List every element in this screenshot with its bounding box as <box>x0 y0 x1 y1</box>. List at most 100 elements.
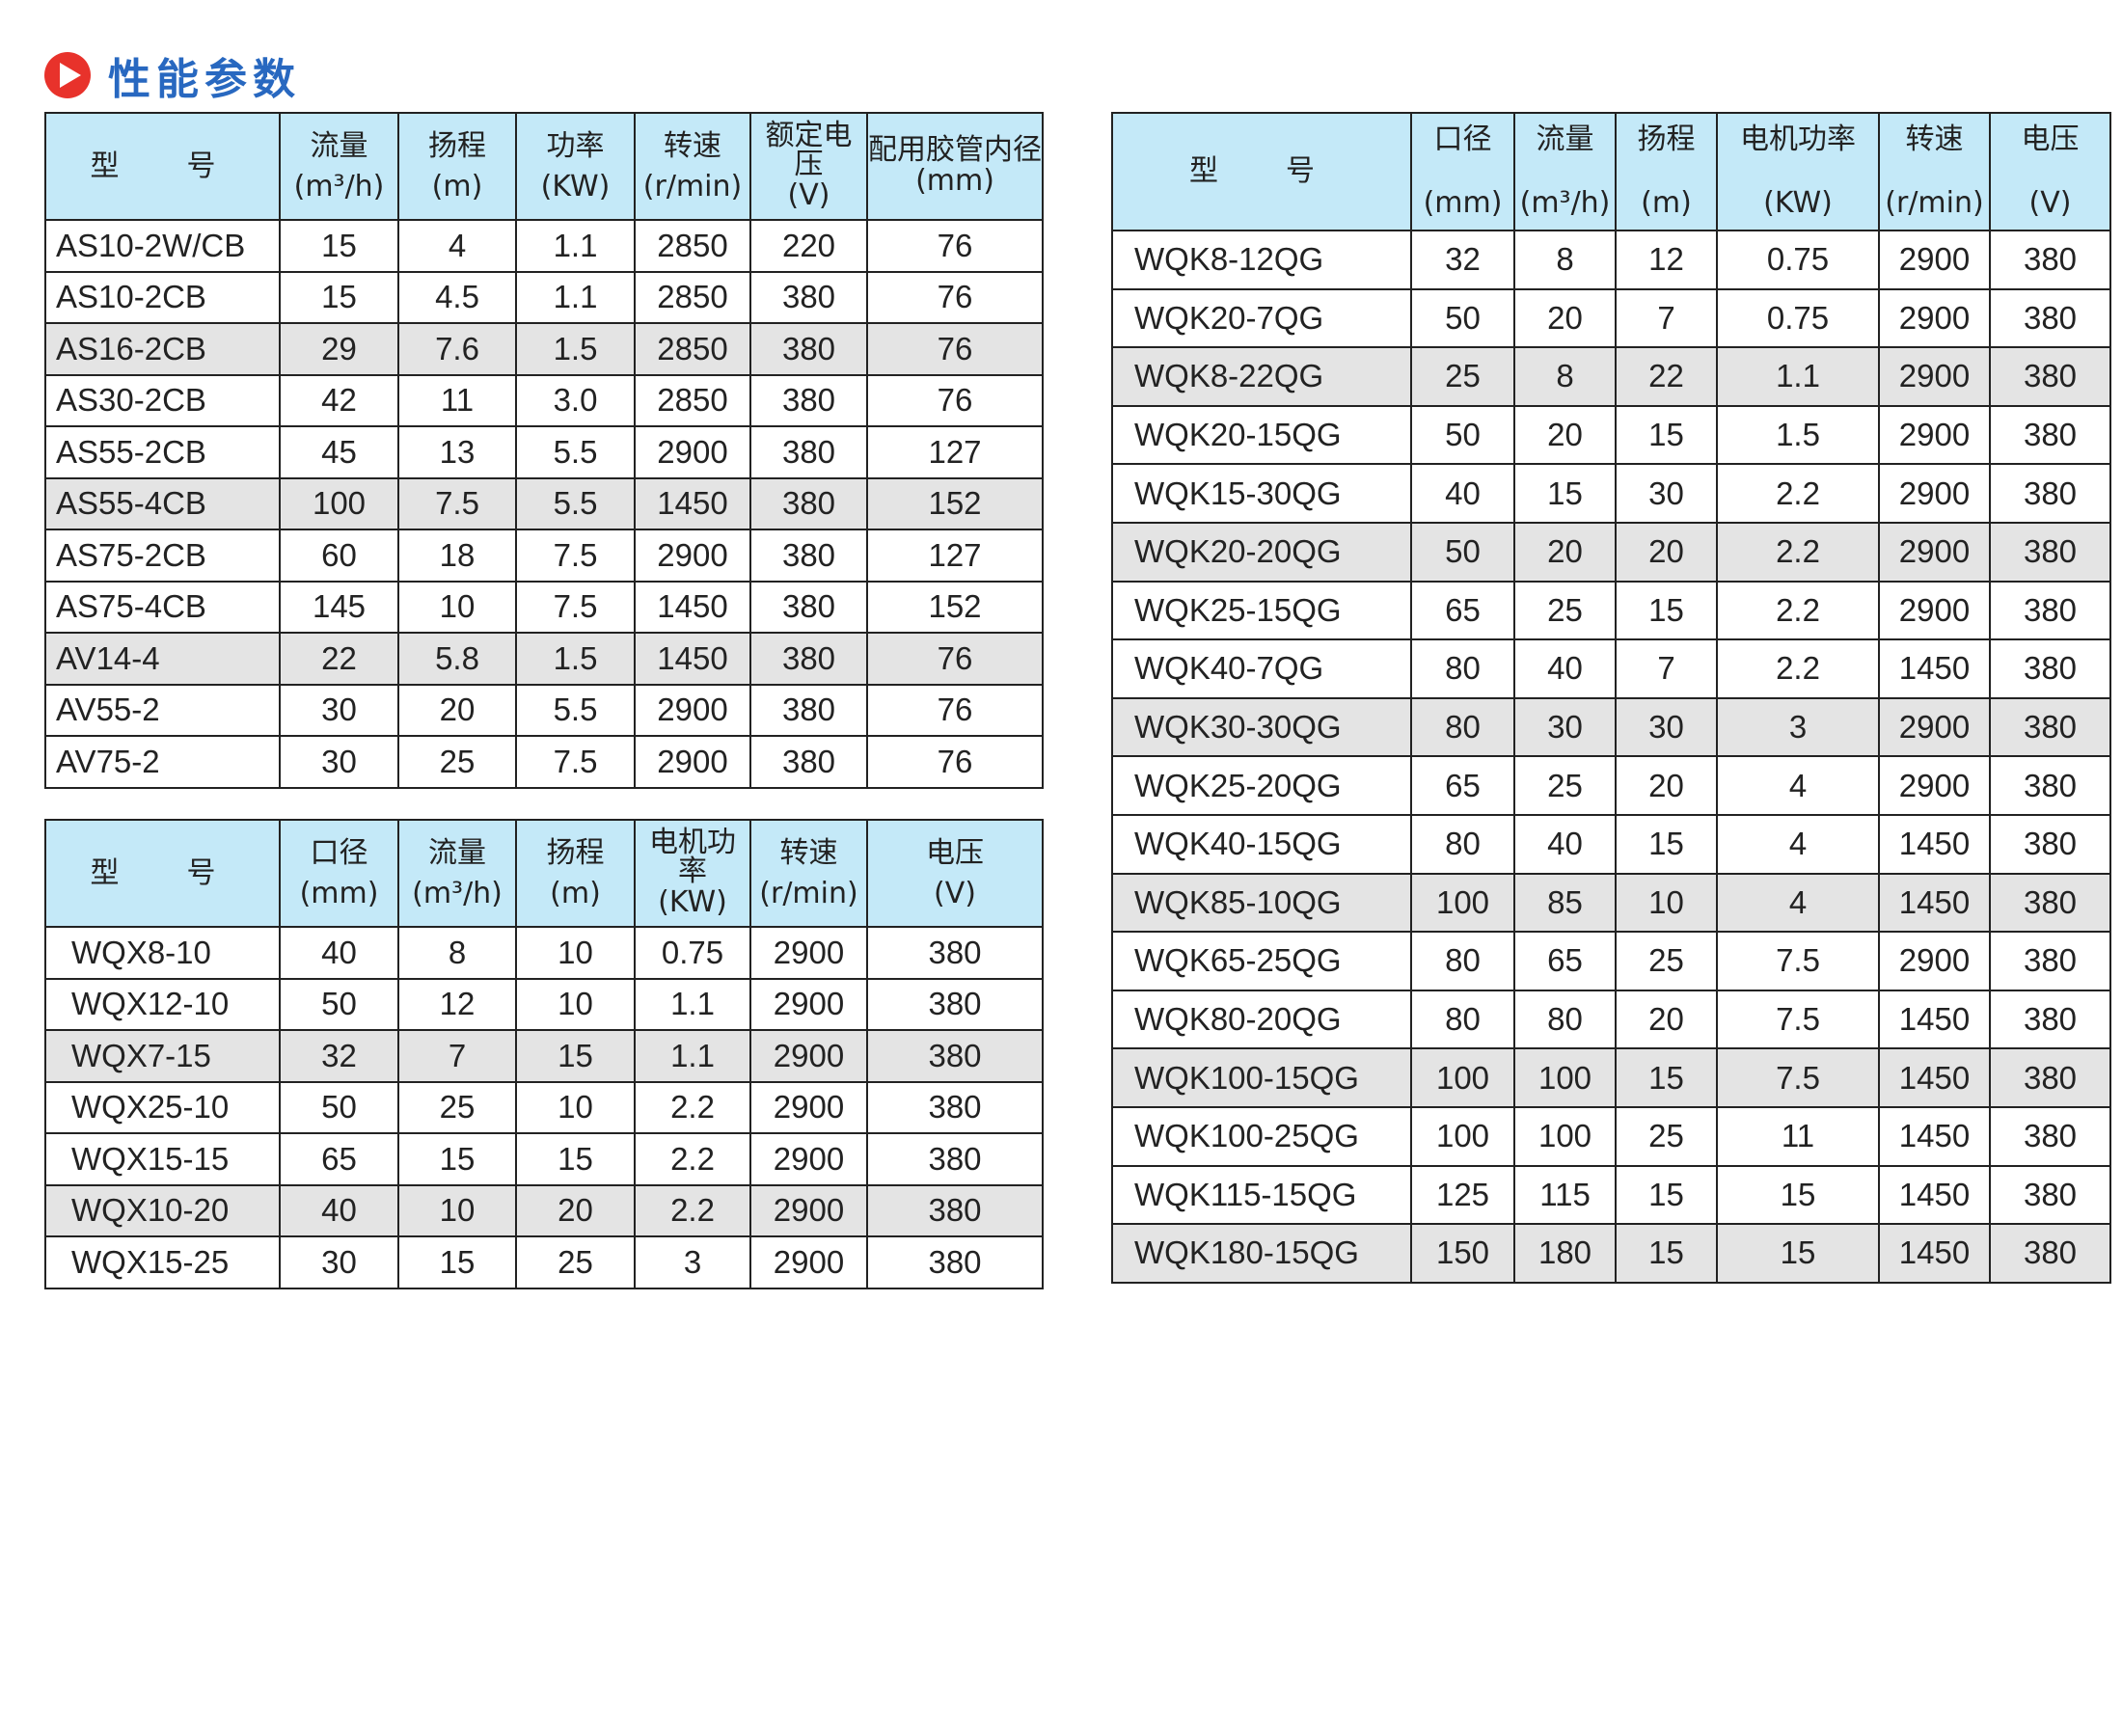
value-cell: 12 <box>397 977 517 1031</box>
value-cell: 380 <box>1989 463 2111 524</box>
play-arrow-icon <box>44 52 91 98</box>
value-cell: 2900 <box>1878 230 1991 290</box>
model-cell: WQK8-22QG <box>1111 346 1412 407</box>
value-cell: 1450 <box>1878 872 1991 934</box>
value-cell: 25 <box>1410 346 1515 407</box>
column-header-label: 电压 <box>2021 122 2080 156</box>
value-cell: 380 <box>749 322 868 376</box>
column-header: 口径 (mm) <box>279 819 399 928</box>
value-cell: 80 <box>1410 813 1515 875</box>
value-cell: 80 <box>1410 638 1515 699</box>
column-header-unit: (m³/h) <box>293 169 385 203</box>
value-cell: 65 <box>1410 755 1515 816</box>
value-cell: 1450 <box>634 580 751 634</box>
value-cell: 2900 <box>634 735 751 789</box>
column-header-unit: (m) <box>1641 186 1692 220</box>
column-header: 扬程 (m) <box>397 112 517 221</box>
value-cell: 15 <box>1615 1223 1718 1284</box>
table-row: AS30-2CB 42 11 3.0 2850 380 76 <box>44 373 1044 427</box>
value-cell: 40 <box>1513 638 1617 699</box>
value-cell: 152 <box>866 476 1044 530</box>
value-cell: 380 <box>1989 1105 2111 1167</box>
value-cell: 30 <box>1513 696 1617 758</box>
column-header: 转速 (r/min) <box>1878 112 1991 231</box>
column-header-label: 型 号 <box>90 149 235 183</box>
value-cell: 2.2 <box>1716 580 1880 641</box>
column-header: 电压 (V) <box>1989 112 2111 231</box>
value-cell: 40 <box>279 926 399 980</box>
value-cell: 380 <box>1989 872 2111 934</box>
value-cell: 25 <box>397 1080 517 1134</box>
column-header: 流量 (m³/h) <box>279 112 399 221</box>
value-cell: 1450 <box>1878 813 1991 875</box>
value-cell: 380 <box>1989 404 2111 466</box>
table-row: WQK85-10QG 100 85 10 4 1450 380 <box>1111 872 2111 934</box>
table-row: WQK65-25QG 80 65 25 7.5 2900 380 <box>1111 931 2111 991</box>
value-cell: 20 <box>1513 404 1617 466</box>
value-cell: 380 <box>749 683 868 737</box>
model-cell: WQK85-10QG <box>1111 872 1412 934</box>
model-cell: WQK115-15QG <box>1111 1164 1412 1226</box>
value-cell: 30 <box>279 683 399 737</box>
value-cell: 0.75 <box>1716 230 1880 290</box>
value-cell: 30 <box>1615 463 1718 524</box>
value-cell: 2850 <box>634 322 751 376</box>
value-cell: 2.2 <box>634 1080 751 1134</box>
model-cell: AV14-4 <box>44 632 281 686</box>
value-cell: 30 <box>279 735 399 789</box>
value-cell: 4.5 <box>397 270 517 324</box>
value-cell: 380 <box>1989 580 2111 641</box>
model-cell: AS10-2W/CB <box>44 219 281 273</box>
value-cell: 380 <box>1989 1164 2111 1226</box>
value-cell: 65 <box>1513 931 1617 991</box>
column-header-label: 转速 <box>779 835 838 870</box>
value-cell: 2900 <box>634 683 751 737</box>
value-cell: 2.2 <box>1716 521 1880 583</box>
column-header: 转速 (r/min) <box>634 112 751 221</box>
value-cell: 380 <box>866 1183 1044 1237</box>
column-header-unit: (mm) <box>915 163 994 198</box>
column-header: 型 号 <box>44 819 281 928</box>
value-cell: 1.5 <box>1716 404 1880 466</box>
value-cell: 1450 <box>634 476 751 530</box>
column-header-label: 扬程 <box>546 835 605 870</box>
value-cell: 76 <box>866 683 1044 737</box>
value-cell: 2.2 <box>634 1132 751 1186</box>
value-cell: 2850 <box>634 219 751 273</box>
column-header: 电机功率 (KW) <box>634 819 751 928</box>
table-row: WQK100-15QG 100 100 15 7.5 1450 380 <box>1111 1047 2111 1108</box>
value-cell: 25 <box>1615 931 1718 991</box>
value-cell: 150 <box>1410 1223 1515 1284</box>
column-header-label: 电压 <box>926 835 984 870</box>
section-title: 性能参数 <box>44 44 301 106</box>
column-header-label: 流量 <box>428 835 486 870</box>
value-cell: 76 <box>866 322 1044 376</box>
value-cell: 50 <box>1410 521 1515 583</box>
value-cell: 11 <box>397 373 517 427</box>
value-cell: 10 <box>397 1183 517 1237</box>
value-cell: 127 <box>866 529 1044 583</box>
table-row: AS16-2CB 29 7.6 1.5 2850 380 76 <box>44 322 1044 376</box>
model-cell: WQX15-25 <box>44 1235 281 1289</box>
table-row: WQK180-15QG 150 180 15 15 1450 380 <box>1111 1223 2111 1284</box>
value-cell: 2900 <box>1878 346 1991 407</box>
value-cell: 1450 <box>1878 989 1991 1050</box>
value-cell: 180 <box>1513 1223 1617 1284</box>
value-cell: 42 <box>279 373 399 427</box>
value-cell: 4 <box>1716 755 1880 816</box>
table-row: AS55-4CB 100 7.5 5.5 1450 380 152 <box>44 476 1044 530</box>
value-cell: 50 <box>279 1080 399 1134</box>
value-cell: 25 <box>515 1235 636 1289</box>
column-header-unit: (KW) <box>658 884 727 919</box>
model-cell: WQK40-7QG <box>1111 638 1412 699</box>
table-row: WQK80-20QG 80 80 20 7.5 1450 380 <box>1111 989 2111 1050</box>
value-cell: 2900 <box>1878 404 1991 466</box>
column-header-label: 型 号 <box>90 855 235 890</box>
value-cell: 20 <box>397 683 517 737</box>
model-cell: WQK25-20QG <box>1111 755 1412 816</box>
value-cell: 1.1 <box>515 219 636 273</box>
value-cell: 380 <box>749 373 868 427</box>
value-cell: 80 <box>1410 696 1515 758</box>
table-row: WQX7-15 32 7 15 1.1 2900 380 <box>44 1029 1044 1083</box>
value-cell: 380 <box>866 1132 1044 1186</box>
